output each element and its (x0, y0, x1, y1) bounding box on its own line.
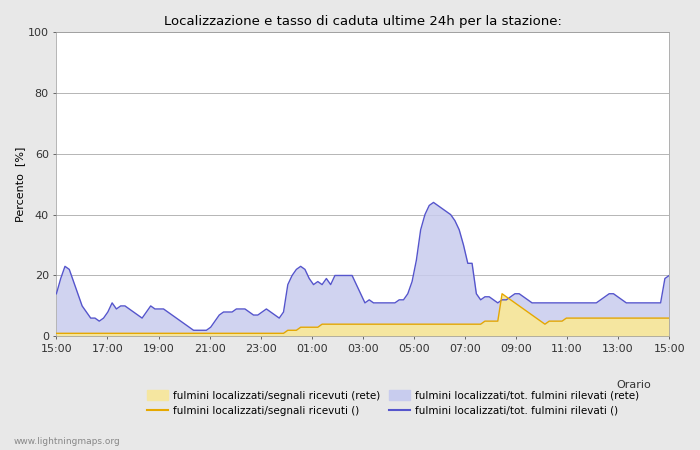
Text: Orario: Orario (616, 380, 651, 390)
Text: www.lightningmaps.org: www.lightningmaps.org (14, 436, 120, 446)
Legend: fulmini localizzati/segnali ricevuti (rete), fulmini localizzati/segnali ricevut: fulmini localizzati/segnali ricevuti (re… (148, 390, 639, 416)
Title: Localizzazione e tasso di caduta ultime 24h per la stazione:: Localizzazione e tasso di caduta ultime … (164, 15, 561, 28)
Y-axis label: Percento  [%]: Percento [%] (15, 146, 25, 222)
